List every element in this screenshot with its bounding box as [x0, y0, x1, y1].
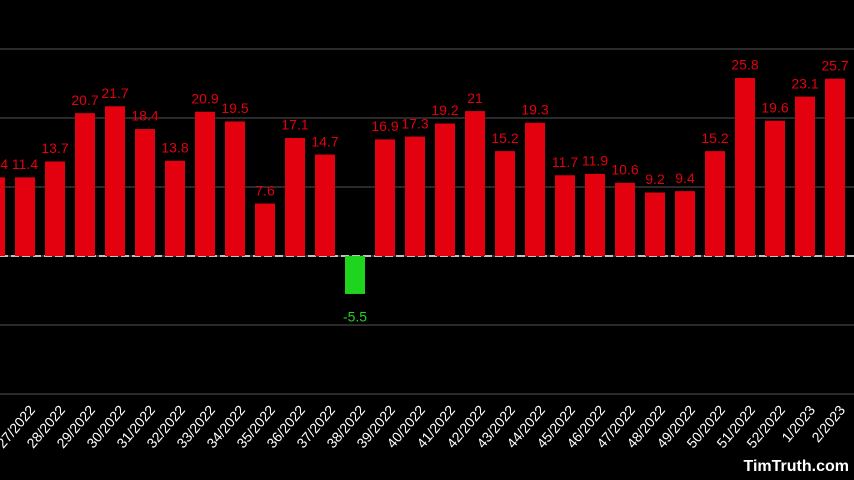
bar [285, 138, 305, 256]
bar [195, 111, 215, 256]
data-label: -5.5 [343, 309, 367, 325]
bar [615, 182, 635, 256]
data-label: 20.7 [71, 92, 98, 108]
data-label: 11.7 [552, 154, 578, 170]
bar [555, 175, 575, 256]
data-label: 25.7 [821, 57, 848, 73]
bar [405, 136, 425, 256]
bar [315, 154, 335, 256]
data-label: 21.7 [101, 85, 128, 101]
data-label: 18.4 [131, 108, 158, 124]
data-label: 16.9 [371, 118, 398, 134]
bar [495, 151, 515, 256]
bar [585, 173, 605, 256]
data-label: 11.9 [582, 153, 608, 169]
bar [705, 151, 725, 256]
bar [345, 256, 365, 294]
bar [0, 177, 5, 256]
bar [435, 123, 455, 257]
data-label: 17.1 [281, 117, 308, 133]
data-label: 19.5 [221, 100, 248, 116]
bar [105, 106, 125, 257]
data-label: 15.2 [701, 130, 728, 146]
data-label: 19.6 [761, 99, 788, 115]
data-label: 13.8 [161, 139, 188, 155]
data-label: 19.3 [521, 102, 548, 118]
bar [645, 192, 665, 256]
data-label: 21 [467, 90, 483, 106]
data-label: 7.6 [255, 182, 275, 198]
bar [255, 203, 275, 256]
bar [795, 96, 815, 256]
data-label: 19.2 [431, 102, 458, 118]
bar [675, 191, 695, 256]
bar [225, 121, 245, 256]
x-tick-label: 2/2023 [808, 402, 848, 445]
data-label: 20.9 [191, 90, 218, 106]
data-label: 17.3 [401, 115, 428, 131]
watermark: TimTruth.com [744, 458, 850, 475]
data-label: 14.7 [311, 133, 338, 149]
bar [45, 161, 65, 256]
bar [15, 177, 35, 256]
data-label: 15.2 [491, 130, 518, 146]
data-label: 10.6 [611, 162, 638, 178]
bar [135, 129, 155, 256]
data-label: 11.4 [12, 156, 38, 172]
bar [765, 120, 785, 256]
data-label: 9.2 [645, 171, 665, 187]
data-label: 13.7 [41, 140, 68, 156]
data-label: 11.4 [0, 156, 8, 172]
bar [825, 78, 845, 256]
bar [735, 77, 755, 256]
bar [465, 111, 485, 256]
data-label: 23.1 [791, 75, 818, 91]
bar [525, 122, 545, 256]
data-label: 25.8 [731, 57, 758, 73]
data-label: 9.4 [675, 170, 695, 186]
bar [375, 139, 395, 256]
bar [75, 113, 95, 256]
bar [165, 160, 185, 256]
